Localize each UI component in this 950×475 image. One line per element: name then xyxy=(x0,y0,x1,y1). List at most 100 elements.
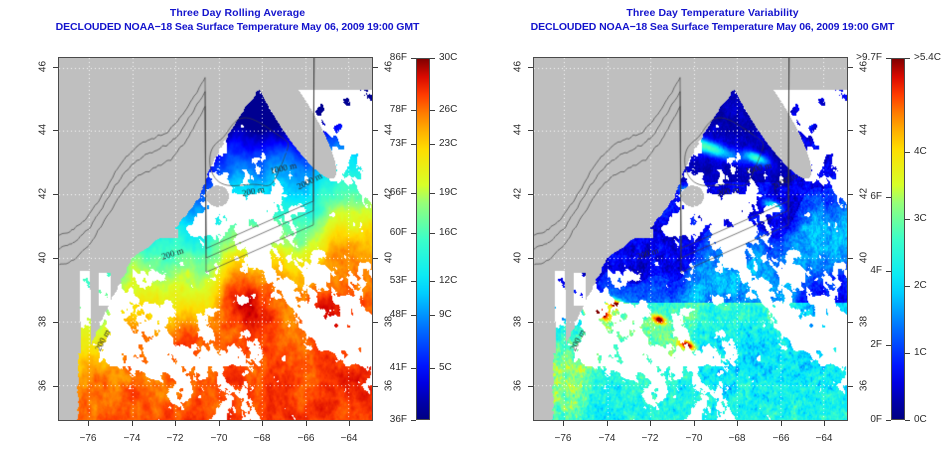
colorbar-tick-left xyxy=(411,420,416,421)
colorbar-label-celsius: 1C xyxy=(914,347,927,358)
colorbar-label-celsius: 23C xyxy=(439,138,458,149)
x-axis-label: −72 xyxy=(166,433,184,444)
y-axis-tick xyxy=(373,67,378,68)
panel-title-left: Three Day Rolling Average DECLOUDED NOAA… xyxy=(0,6,475,34)
x-axis-label: −74 xyxy=(598,433,616,444)
colorbar-label-celsius: 5C xyxy=(439,362,452,373)
y-axis-tick xyxy=(528,67,533,68)
y-axis-tick xyxy=(53,322,58,323)
colorbar-tick-right xyxy=(430,193,435,194)
colorbar-label-fahrenheit: 0F xyxy=(870,414,882,425)
y-axis-label: 44 xyxy=(37,123,49,136)
x-axis-label: −74 xyxy=(123,433,141,444)
colorbar-tick-left xyxy=(886,420,891,421)
x-axis-tick xyxy=(781,421,782,426)
y-axis-tick xyxy=(53,130,58,131)
colorbar-tick-left xyxy=(411,281,416,282)
colorbar-label-celsius: 3C xyxy=(914,213,927,224)
colorbar-tick-right xyxy=(905,152,910,153)
colorbar-label-celsius: 4C xyxy=(914,146,927,157)
colorbar-variability xyxy=(891,58,905,420)
colorbar-tick-right xyxy=(430,144,435,145)
y-axis-label: 38 xyxy=(512,315,524,328)
panel-rolling-average: Three Day Rolling Average DECLOUDED NOAA… xyxy=(0,6,475,444)
colorbar-tick-left xyxy=(411,315,416,316)
y-axis-label: 38 xyxy=(37,315,49,328)
y-axis-tick xyxy=(373,258,378,259)
colorbar-tick-right xyxy=(430,233,435,234)
colorbar-label-fahrenheit: 2F xyxy=(870,339,882,350)
colorbar-tick-left xyxy=(411,110,416,111)
x-axis-label: −72 xyxy=(641,433,659,444)
y-axis-tick xyxy=(848,130,853,131)
colorbar-tick-left xyxy=(411,144,416,145)
x-axis-label: −66 xyxy=(772,433,790,444)
y-axis-tick xyxy=(373,194,378,195)
colorbar-tick-left xyxy=(886,58,891,59)
x-axis-tick xyxy=(306,421,307,426)
y-axis-label: 46 xyxy=(512,60,524,73)
y-axis-tick xyxy=(848,194,853,195)
colorbar-tick-right xyxy=(430,58,435,59)
y-axis-tick xyxy=(53,194,58,195)
x-axis-label: −66 xyxy=(297,433,315,444)
map-plot-area-sst[interactable] xyxy=(58,57,373,421)
x-axis-tick xyxy=(349,421,350,426)
x-axis-label: −76 xyxy=(79,433,97,444)
x-axis-tick xyxy=(650,421,651,426)
y-axis-label-right: 40 xyxy=(383,251,395,264)
x-axis-tick xyxy=(262,421,263,426)
y-axis-label: 40 xyxy=(512,251,524,264)
colorbar-label-fahrenheit: 4F xyxy=(870,265,882,276)
colorbar-label-fahrenheit: 60F xyxy=(389,227,407,238)
y-axis-label-right: 42 xyxy=(858,187,870,200)
y-axis-tick xyxy=(528,130,533,131)
colorbar-tick-right xyxy=(430,110,435,111)
colorbar-label-fahrenheit: 41F xyxy=(389,362,407,373)
x-axis-label: −76 xyxy=(554,433,572,444)
y-axis-tick xyxy=(848,67,853,68)
colorbar-label-fahrenheit: 36F xyxy=(389,414,407,425)
y-axis-tick xyxy=(53,386,58,387)
colorbar-sst xyxy=(416,58,430,420)
colorbar-label-celsius: 30C xyxy=(439,52,458,63)
colorbar-tick-left xyxy=(411,58,416,59)
y-axis-tick xyxy=(373,322,378,323)
x-axis-tick xyxy=(219,421,220,426)
colorbar-label-celsius: 26C xyxy=(439,104,458,115)
y-axis-label: 42 xyxy=(37,187,49,200)
panel-title-sub-right: DECLOUDED NOAA−18 Sea Surface Temperatur… xyxy=(530,21,895,34)
map-raster-variability xyxy=(534,58,847,420)
colorbar-tick-right xyxy=(430,281,435,282)
y-axis-label: 36 xyxy=(512,379,524,392)
colorbar-tick-right xyxy=(905,219,910,220)
colorbar-label-fahrenheit: 66F xyxy=(389,187,407,198)
colorbar-label-fahrenheit: 78F xyxy=(389,104,407,115)
map-plot-area-variability[interactable] xyxy=(533,57,848,421)
colorbar-label-fahrenheit: >9.7F xyxy=(856,52,882,63)
x-axis-tick xyxy=(694,421,695,426)
x-axis-tick xyxy=(175,421,176,426)
colorbar-label-celsius: 0C xyxy=(914,414,927,425)
x-axis-label: −68 xyxy=(728,433,746,444)
x-axis-label: −70 xyxy=(210,433,228,444)
x-axis-tick xyxy=(737,421,738,426)
panel-title-main-right: Three Day Temperature Variability xyxy=(626,7,799,19)
y-axis-tick xyxy=(53,67,58,68)
colorbar-tick-left xyxy=(411,233,416,234)
x-axis-label: −68 xyxy=(253,433,271,444)
colorbar-tick-right xyxy=(430,368,435,369)
y-axis-tick xyxy=(53,258,58,259)
y-axis-label-right: 38 xyxy=(858,315,870,328)
y-axis-tick xyxy=(373,130,378,131)
colorbar-tick-left xyxy=(886,271,891,272)
colorbar-tick-right xyxy=(905,420,910,421)
panel-temperature-variability: Three Day Temperature Variability DECLOU… xyxy=(475,0,950,475)
colorbar-tick-left xyxy=(411,368,416,369)
y-axis-tick xyxy=(848,386,853,387)
colorbar-label-fahrenheit: 73F xyxy=(389,138,407,149)
y-axis-tick xyxy=(848,258,853,259)
panel-title-main-left: Three Day Rolling Average xyxy=(169,7,306,19)
y-axis-label-right: 36 xyxy=(383,379,395,392)
panel-title-right: Three Day Temperature Variability DECLOU… xyxy=(475,6,950,34)
